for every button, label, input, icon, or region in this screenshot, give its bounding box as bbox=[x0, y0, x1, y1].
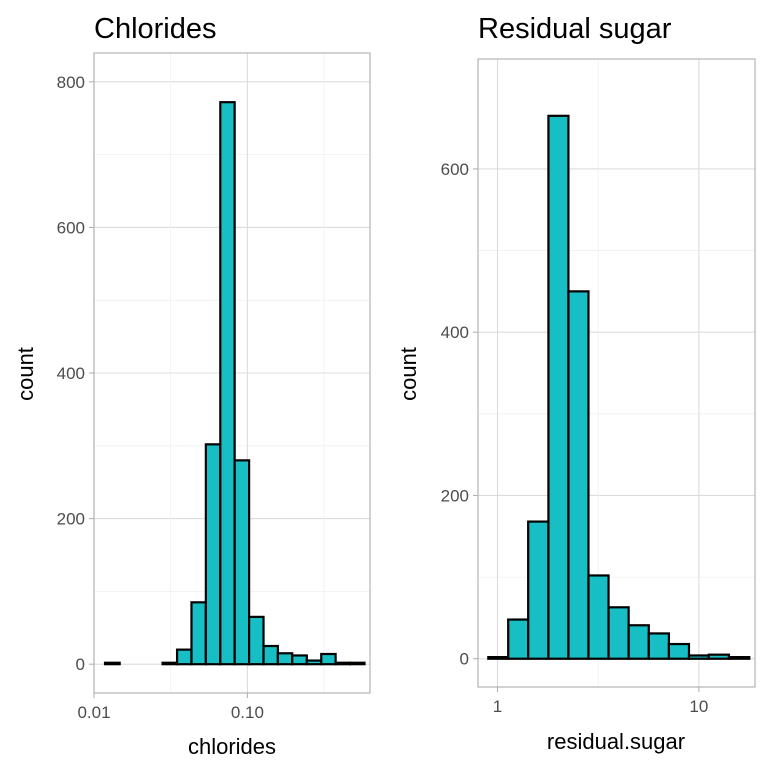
chlorides-bar bbox=[190, 601, 207, 666]
residual-sugar-bar bbox=[707, 653, 731, 660]
chlorides-bar bbox=[305, 659, 323, 666]
chlorides-y-tick-label: 0 bbox=[76, 655, 85, 674]
chlorides-y-axis: 0 200 400 600 800 bbox=[57, 73, 94, 674]
residual-sugar-bar bbox=[627, 624, 650, 660]
residual-sugar-bar bbox=[607, 606, 630, 660]
residual-sugar-y-tick-label: 600 bbox=[441, 160, 469, 179]
chlorides-bar bbox=[247, 615, 265, 666]
residual-sugar-bar bbox=[687, 654, 710, 660]
chlorides-x-label: chlorides bbox=[188, 734, 276, 759]
chlorides-bar bbox=[291, 654, 308, 666]
residual-sugar-bar bbox=[527, 520, 550, 660]
residual-sugar-bar bbox=[567, 290, 590, 660]
chlorides-x-tick-label: 0.10 bbox=[231, 703, 264, 722]
chlorides-bar bbox=[175, 648, 193, 666]
chlorides-y-tick-label: 600 bbox=[57, 218, 85, 237]
residual-sugar-x-axis: 1 10 bbox=[493, 687, 708, 716]
chlorides-y-tick-label: 200 bbox=[57, 510, 85, 529]
chlorides-bar bbox=[276, 652, 294, 666]
residual-sugar-panel-border bbox=[477, 58, 756, 688]
chlorides-y-tick-label: 400 bbox=[57, 364, 85, 383]
chlorides-bar bbox=[103, 661, 121, 666]
chlorides-bar bbox=[320, 652, 337, 666]
residual-sugar-x-label: residual.sugar bbox=[547, 729, 685, 754]
chlorides-bar bbox=[161, 661, 179, 666]
residual-sugar-bar bbox=[587, 574, 610, 660]
chlorides-bars bbox=[103, 101, 366, 666]
residual-sugar-y-tick-label: 200 bbox=[441, 486, 469, 505]
chlorides-x-tick-label: 0.01 bbox=[77, 703, 110, 722]
residual-sugar-bar bbox=[647, 632, 671, 660]
residual-sugar-y-axis: 0 200 400 600 bbox=[441, 160, 478, 669]
chlorides-x-axis: 0.01 0.10 bbox=[77, 693, 264, 722]
chlorides-bar bbox=[233, 459, 251, 666]
residual-sugar-y-tick-label: 400 bbox=[441, 323, 469, 342]
residual-sugar-grid bbox=[478, 59, 755, 687]
chlorides-title: Chlorides bbox=[94, 13, 217, 45]
residual-sugar-y-label: count bbox=[396, 347, 421, 401]
residual-sugar-x-tick-label: 1 bbox=[493, 697, 502, 716]
panel-residual-sugar: Residual sugar 0 200 400 600 1 10 count resi… bbox=[396, 13, 756, 754]
residual-sugar-y-tick-label: 0 bbox=[460, 650, 469, 669]
residual-sugar-bar bbox=[667, 642, 691, 660]
residual-sugar-bar bbox=[547, 114, 570, 660]
residual-sugar-x-tick-label: 10 bbox=[689, 697, 708, 716]
chlorides-bar bbox=[219, 101, 236, 666]
chlorides-bar bbox=[348, 661, 366, 666]
residual-sugar-bar bbox=[507, 618, 530, 660]
residual-sugar-bar bbox=[727, 656, 751, 660]
panel-chlorides: Chlorides 0 200 400 600 800 0.01 0.10 count c… bbox=[13, 13, 371, 759]
chlorides-y-label: count bbox=[13, 347, 38, 401]
residual-sugar-title: Residual sugar bbox=[478, 13, 672, 45]
chlorides-bar bbox=[334, 661, 352, 666]
chlorides-y-tick-label: 800 bbox=[57, 73, 85, 92]
chlorides-bar bbox=[204, 443, 222, 666]
chlorides-bar bbox=[262, 644, 279, 666]
residual-sugar-bars bbox=[487, 114, 751, 660]
residual-sugar-bar bbox=[487, 656, 510, 660]
